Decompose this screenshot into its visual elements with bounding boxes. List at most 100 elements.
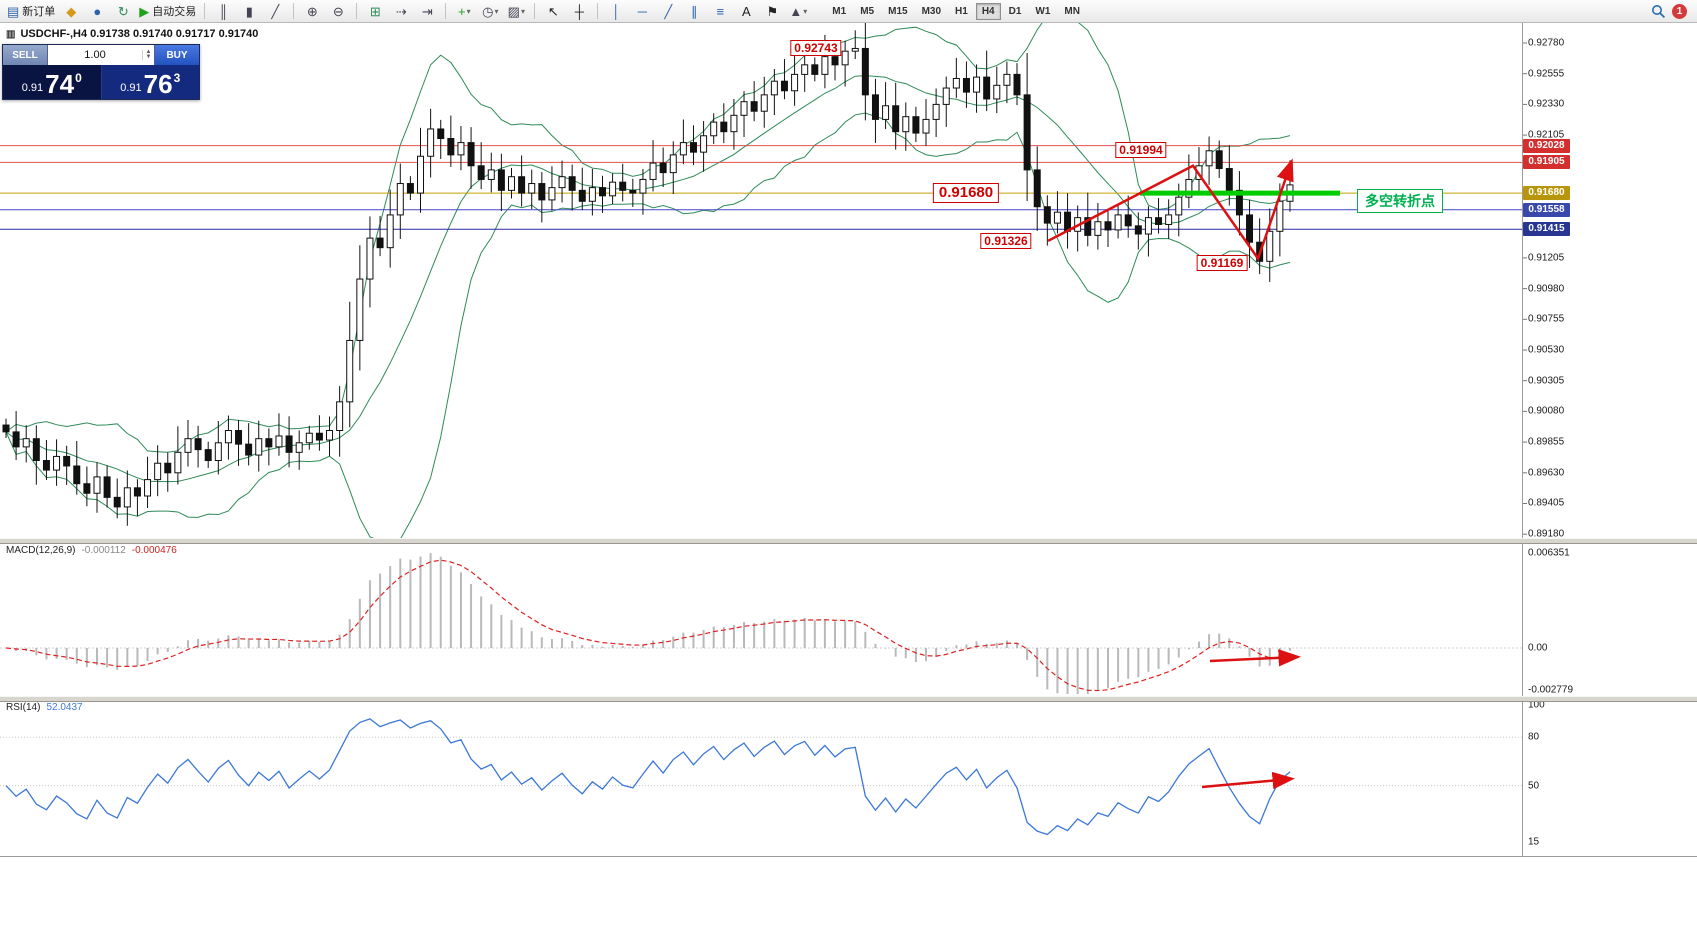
rsi-panel-separator[interactable] [0,696,1697,702]
toolbar-items: ▤ 新订单 ◆ ● ↻ ▶ 自动交易 ║ ▮ ╱ ⊕ ⊖ ⊞ ⇢ ⇥ + ▾ ◷ ▾ ▨ ▾ ↖ ┼ │ ─ ╱ ∥ ≡ A ⚑ ▲ ▾ [4,1,811,22]
volume-spinner[interactable]: ▲ ▼ [142,49,154,60]
candle-body [528,183,536,194]
auto-trading-button[interactable]: ▶ 自动交易 [136,1,199,22]
chart-objects-layer [1047,158,1340,262]
new-order-button[interactable]: ▤ 新订单 [4,1,58,22]
macd-panel-separator[interactable] [0,538,1697,544]
candle-body [1053,211,1061,224]
line-chart-button[interactable]: ╱ [262,1,288,22]
timeframe-m15[interactable]: M15 [888,5,908,17]
timeframe-d1[interactable]: D1 [1008,5,1022,17]
candle-body [912,116,920,134]
macd-signal-line [5,559,1291,692]
cursor-button[interactable]: ↖ [540,1,566,22]
candle-body [538,183,546,201]
horizontal-line-button[interactable]: ─ [629,1,655,22]
price-chart-layer[interactable] [0,12,1522,541]
search-icon[interactable] [1648,2,1668,21]
tile-windows-icon: ⊞ [369,3,381,19]
arrows-button[interactable]: ▲ ▾ [785,1,811,22]
macd-name: MACD(12,26,9) [6,545,76,556]
candle-body [295,442,303,453]
sell-button[interactable]: SELL [3,45,47,65]
candle-body [396,183,404,216]
text-label-button[interactable]: ⚑ [759,1,785,22]
auto-scroll-button[interactable]: ⇢ [388,1,414,22]
candle-body [689,142,697,153]
candle-body [305,432,313,444]
chart-window-button[interactable]: ◆ [58,1,84,22]
candle-body [1185,178,1193,198]
spinner-up-icon[interactable]: ▲ [145,49,152,55]
spinner-down-icon[interactable]: ▼ [145,54,152,60]
candle-body [346,339,354,403]
timeframe-w1[interactable]: W1 [1035,5,1051,17]
timeframe-m1[interactable]: M1 [832,5,847,17]
timeframe-h1[interactable]: H1 [955,5,968,17]
periods-button[interactable]: ◷ ▾ [477,1,503,22]
candle-body [2,424,10,433]
toolbar-separator [356,3,358,19]
timeframe-m5[interactable]: M5 [860,5,875,17]
zoom-in-icon: ⊕ [306,3,318,19]
candle-body [63,455,71,467]
candle-body [568,176,576,191]
rsi-name: RSI(14) [6,702,41,713]
toolbar-separator [445,3,447,19]
rsi-line [5,718,1291,836]
text-button[interactable]: A [733,1,759,22]
bar-chart-button[interactable]: ║ [210,1,236,22]
candle-body [679,142,687,156]
templates-icon: ▨ [507,3,520,19]
zoom-out-button[interactable]: ⊖ [325,1,351,22]
volume-value[interactable]: 1.00 [84,49,106,61]
time-axis[interactable] [0,856,1697,878]
macd-layer[interactable] [0,553,1522,694]
notification-badge[interactable]: 1 [1672,3,1687,19]
equidistant-channel-button[interactable]: ∥ [681,1,707,22]
candle-body [1043,206,1051,224]
trendline-button[interactable]: ╱ [655,1,681,22]
refresh-button[interactable]: ↻ [110,1,136,22]
candle-body [285,435,293,453]
timeframe-h4[interactable]: H4 [975,2,1001,20]
timeframe-m30[interactable]: M30 [921,5,942,17]
chart-shift-button[interactable]: ⇥ [414,1,440,22]
candle-body [932,103,940,120]
candle-body [598,187,606,197]
market-watch-button[interactable]: ● [84,1,110,22]
candle-body [831,56,839,66]
timeframe-group: M1 M5 M15 M30 H1 H4 D1 W1 MN [825,2,1087,20]
volume-input[interactable]: 1.00 ▲ ▼ [47,45,155,65]
candle-body [801,64,809,75]
ask-price[interactable]: 0.91 76 3 [100,65,199,99]
candle-body [1165,214,1173,225]
candle-body [144,479,152,497]
candle-body [386,214,394,249]
bid-prefix: 0.91 [21,82,44,94]
templates-button[interactable]: ▨ ▾ [503,1,529,22]
add-indicator-button[interactable]: + ▾ [451,1,477,22]
crosshair-button[interactable]: ┼ [566,1,592,22]
buy-button[interactable]: BUY [155,45,199,65]
rsi-layer[interactable] [0,718,1522,836]
toolbar-separator [204,3,206,19]
zoom-in-button[interactable]: ⊕ [299,1,325,22]
tile-windows-button[interactable]: ⊞ [362,1,388,22]
price-axis-border [1522,23,1523,856]
symbol-ohlc-text: USDCHF-,H4 0.91738 0.91740 0.91717 0.917… [20,28,259,40]
candlestick-chart-button[interactable]: ▮ [236,1,262,22]
candle-body [791,73,799,92]
macd-annotation-arrow[interactable] [1209,649,1301,667]
timeframe-mn[interactable]: MN [1064,5,1080,17]
candle-body [113,496,121,508]
candle-body [518,176,526,194]
candle-body [83,483,91,494]
bid-price[interactable]: 0.91 74 0 [3,65,101,99]
fibonacci-button[interactable]: ≡ [707,1,733,22]
candle-body [194,438,202,451]
trend-arrow-path[interactable] [1047,158,1294,262]
rsi-annotation-arrow[interactable] [1201,771,1295,790]
vertical-line-button[interactable]: │ [603,1,629,22]
